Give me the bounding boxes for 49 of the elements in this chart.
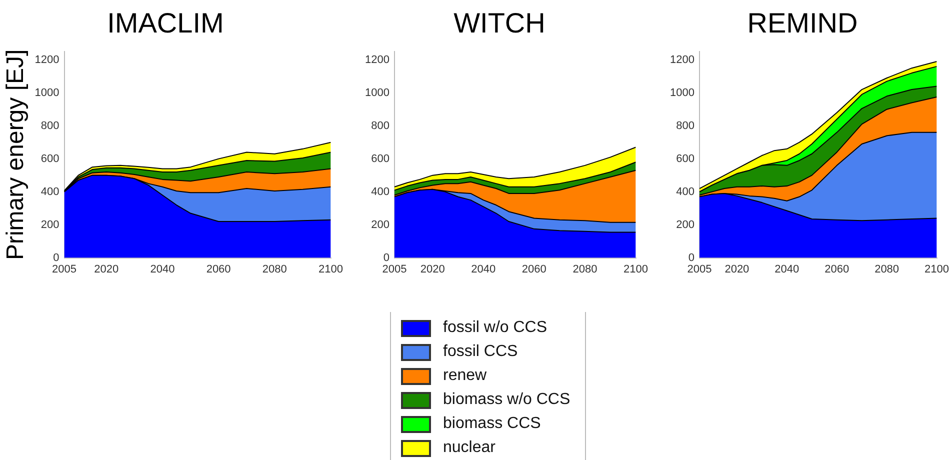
x-tick-label: 2005 xyxy=(52,263,77,276)
y-tick-label: 1000 xyxy=(34,86,60,99)
chart-title: WITCH xyxy=(454,8,546,39)
x-tick-label: 2020 xyxy=(94,263,119,276)
y-tick-label: 0 xyxy=(688,252,694,264)
x-tick-label: 2040 xyxy=(471,263,496,276)
x-tick-label: 2060 xyxy=(824,263,850,276)
y-tick-label: 600 xyxy=(371,152,390,165)
y-tick-label: 1200 xyxy=(670,54,694,66)
y-axis-title: Primary energy [EJ] xyxy=(2,49,30,260)
x-tick-label: 2080 xyxy=(874,263,900,276)
y-tick-label: 1200 xyxy=(34,54,60,66)
y-tick-label: 200 xyxy=(676,218,694,231)
y-tick-label: 400 xyxy=(371,186,390,198)
y-tick-label: 200 xyxy=(40,218,60,231)
y-tick-label: 800 xyxy=(371,120,390,132)
y-tick-label: 600 xyxy=(676,152,694,165)
x-tick-label: 2020 xyxy=(420,263,445,276)
y-tick-label: 400 xyxy=(676,186,694,198)
y-tick-label: 600 xyxy=(40,152,60,165)
y-tick-label: 0 xyxy=(53,252,60,264)
x-tick-label: 2080 xyxy=(262,263,287,276)
chart-title: IMACLIM xyxy=(107,8,224,39)
y-tick-label: 800 xyxy=(676,120,694,132)
y-tick-label: 400 xyxy=(40,186,60,198)
x-tick-label: 2100 xyxy=(624,263,648,276)
x-tick-label: 2020 xyxy=(724,263,750,276)
y-tick-label: 1000 xyxy=(670,86,694,99)
x-tick-label: 2100 xyxy=(318,263,344,276)
y-tick-label: 800 xyxy=(40,120,60,132)
legend-label: nuclear xyxy=(443,439,496,457)
x-tick-label: 2005 xyxy=(382,263,407,276)
x-tick-label: 2005 xyxy=(687,263,712,276)
y-tick-label: 1200 xyxy=(364,54,390,66)
x-tick-label: 2060 xyxy=(522,263,546,276)
x-tick-label: 2040 xyxy=(150,263,175,276)
x-tick-label: 2080 xyxy=(572,263,598,276)
legend-label: renew xyxy=(443,367,487,385)
x-tick-label: 2100 xyxy=(924,263,950,276)
legend-label: fossil w/o CCS xyxy=(443,319,548,337)
x-tick-label: 2040 xyxy=(774,263,800,276)
legend-label: fossil CCS xyxy=(443,343,518,361)
legend-label: biomass CCS xyxy=(443,415,541,433)
chart-title: REMIND xyxy=(747,8,858,39)
x-tick-label: 2060 xyxy=(206,263,231,276)
legend-label: biomass w/o CCS xyxy=(443,391,570,409)
y-tick-label: 0 xyxy=(383,252,390,264)
y-tick-label: 1000 xyxy=(364,86,390,99)
y-tick-label: 200 xyxy=(371,218,390,231)
